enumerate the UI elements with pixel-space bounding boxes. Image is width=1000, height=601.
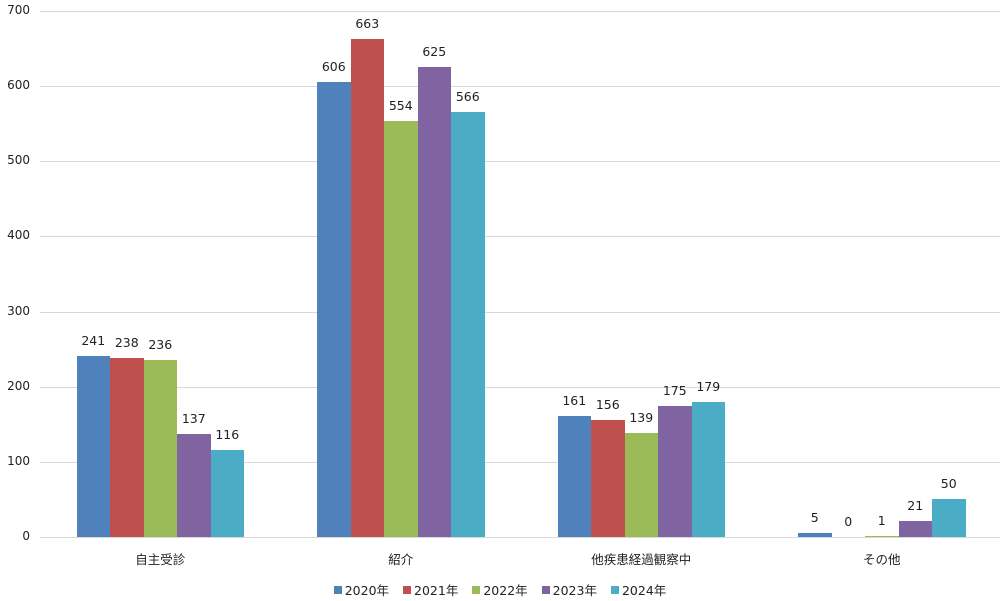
- legend-label: 2023年: [552, 583, 597, 598]
- data-label: 566: [455, 88, 480, 104]
- data-label: 625: [422, 44, 447, 60]
- data-label: 175: [662, 382, 687, 398]
- bar: [143, 359, 177, 537]
- bar: [76, 355, 110, 537]
- data-label: 663: [355, 15, 380, 31]
- legend: 2020年 2021年 2022年 2023年 2024年: [0, 580, 1000, 599]
- gridline: [40, 161, 1000, 163]
- bar: [865, 536, 899, 537]
- data-label: 139: [629, 409, 654, 425]
- gridline: [40, 461, 1000, 463]
- legend-swatch-icon: [472, 585, 481, 594]
- legend-swatch-icon: [403, 585, 412, 594]
- data-label: 21: [907, 498, 924, 514]
- data-label: 179: [696, 379, 721, 395]
- legend-item: 2022年: [472, 580, 528, 599]
- gridline: [40, 537, 1000, 538]
- bar: [898, 521, 932, 537]
- gridline: [40, 236, 1000, 238]
- gridline: [40, 311, 1000, 313]
- x-category-label: 紹介: [388, 552, 414, 567]
- data-label: 116: [215, 426, 240, 442]
- data-label: 1: [877, 513, 886, 529]
- legend-label: 2021年: [414, 583, 459, 598]
- data-label: 137: [181, 411, 206, 427]
- data-label: 554: [388, 97, 413, 113]
- legend-label: 2022年: [483, 583, 528, 598]
- bar: [451, 111, 485, 537]
- y-tick-label: 0: [22, 529, 30, 543]
- legend-swatch-icon: [333, 585, 342, 594]
- y-tick-label: 200: [7, 378, 30, 393]
- y-tick-label: 700: [7, 3, 30, 17]
- data-label: 606: [321, 58, 346, 74]
- bar: [210, 449, 244, 537]
- bar: [384, 120, 418, 537]
- gridline: [40, 86, 1000, 88]
- bar: [317, 81, 351, 537]
- data-label: 241: [81, 332, 106, 348]
- data-label: 0: [844, 514, 853, 529]
- gridline: [40, 386, 1000, 388]
- legend-item: 2021年: [403, 580, 458, 599]
- x-category-label: その他: [862, 552, 901, 567]
- data-label: 238: [114, 335, 139, 351]
- x-category-label: 自主受診: [135, 552, 186, 567]
- bar: [798, 533, 832, 537]
- bar: [591, 419, 625, 537]
- legend-label: 2020年: [344, 583, 390, 598]
- legend-item: 2020年: [333, 580, 390, 599]
- x-category-label: 他疾患経過観察中: [591, 552, 692, 567]
- legend-label: 2024年: [621, 583, 667, 598]
- bar: [177, 434, 211, 537]
- bar: [658, 405, 692, 537]
- y-tick-label: 500: [7, 153, 30, 168]
- data-label: 156: [595, 396, 620, 412]
- bar: [350, 38, 384, 537]
- bar: [417, 67, 451, 537]
- gridline: [40, 11, 1000, 12]
- data-label: 50: [940, 476, 957, 492]
- legend-item: 2023年: [541, 580, 597, 599]
- y-tick-label: 300: [7, 303, 30, 318]
- bar: [932, 499, 966, 537]
- bar: [557, 416, 591, 537]
- bar: [624, 432, 658, 537]
- data-label: 236: [148, 336, 173, 352]
- y-tick-label: 600: [7, 78, 30, 93]
- legend-swatch-icon: [610, 585, 619, 594]
- data-label: 161: [562, 393, 587, 409]
- bar: [110, 358, 144, 537]
- y-tick-label: 400: [7, 228, 30, 243]
- y-tick-label: 100: [7, 453, 30, 468]
- bar: [691, 402, 725, 537]
- legend-item: 2024年: [610, 580, 667, 599]
- data-label: 5: [810, 510, 819, 526]
- legend-swatch-icon: [541, 585, 550, 594]
